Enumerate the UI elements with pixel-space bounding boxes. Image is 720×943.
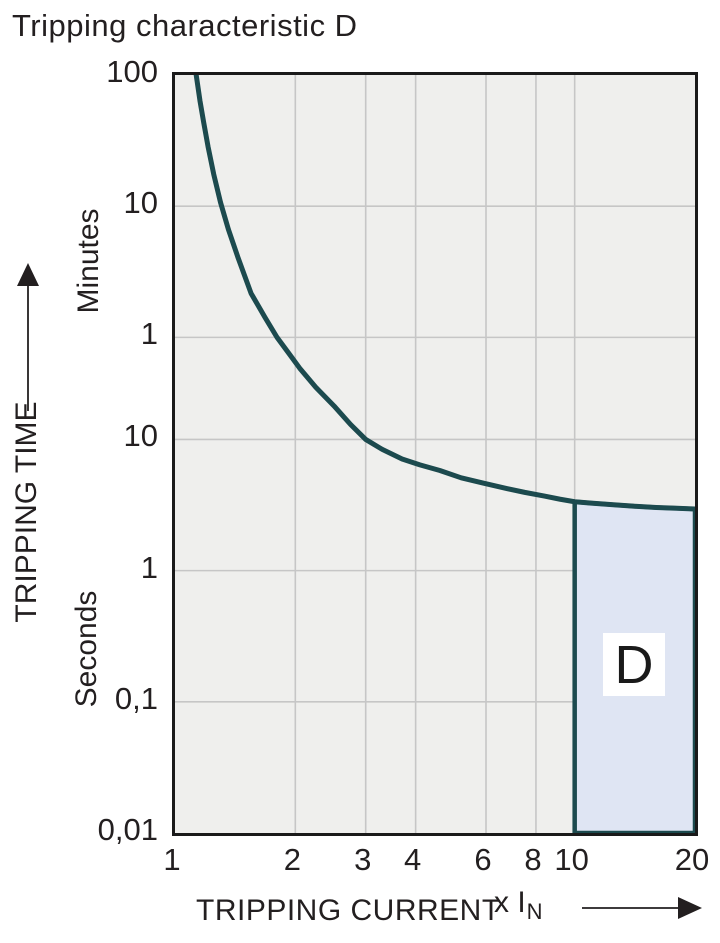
- x-tick-label: 1: [163, 842, 181, 877]
- x-tick-label: 20: [674, 842, 710, 877]
- plot-area: [172, 72, 698, 836]
- y-tick-label: 0,01: [97, 812, 158, 847]
- x-axis-unit: x IN: [494, 886, 543, 925]
- x-tick-label: 6: [474, 842, 492, 877]
- x-tick-label: 4: [404, 842, 422, 877]
- plot-canvas: [175, 75, 695, 833]
- up-arrow-icon: [17, 263, 39, 411]
- y-tick-label: 1: [140, 549, 158, 585]
- region-label-box: D: [603, 633, 665, 696]
- x-tick-label: 3: [354, 842, 372, 877]
- right-arrow-icon: [582, 897, 702, 919]
- y-tick-label: 10: [123, 418, 158, 454]
- x-tick-label: 8: [524, 842, 542, 877]
- x-tick-label: 2: [283, 842, 301, 877]
- y-tick-label: 10: [123, 185, 158, 221]
- y-tick-label: 1: [140, 316, 158, 352]
- y-tick-label: 0,1: [114, 680, 158, 716]
- chart-title: Tripping characteristic D: [12, 8, 358, 43]
- y-tick-label: 100: [106, 54, 158, 89]
- x-axis-unit-subscript: N: [526, 899, 543, 924]
- x-tick-label: 10: [554, 842, 589, 877]
- region-label: D: [614, 634, 654, 695]
- tripping-curve: [193, 75, 695, 512]
- x-axis-unit-text: x I: [494, 886, 526, 919]
- x-axis-title: TRIPPING CURRENT: [196, 894, 501, 927]
- y-axis-unit-minutes: Minutes: [72, 208, 105, 314]
